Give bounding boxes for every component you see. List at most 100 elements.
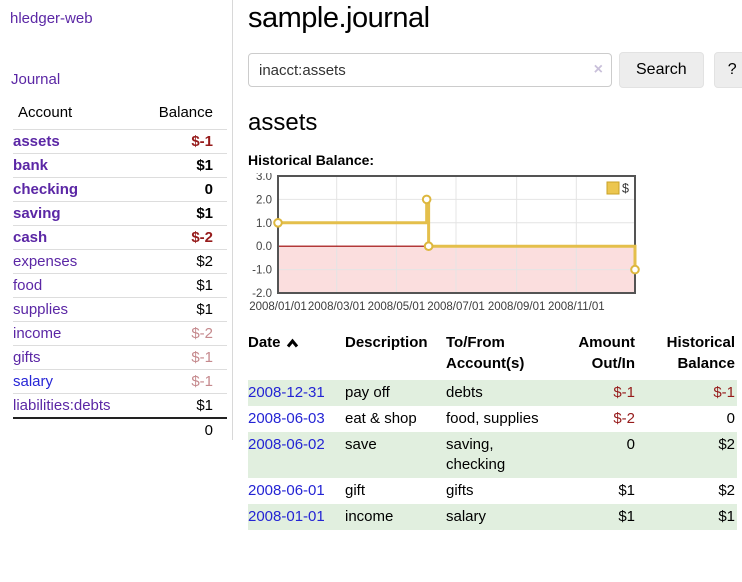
transaction-amount: $1 [618,482,635,499]
transaction-date-link[interactable]: 2008-06-03 [248,410,325,427]
svg-text:2008/07/01: 2008/07/01 [427,301,485,313]
register-row: 2008-12-31 pay off debts $-1 $-1 [248,380,737,406]
account-row: gifts $-1 [13,345,227,370]
account-row: assets $-1 [13,129,227,154]
account-row: income $-2 [13,321,227,346]
svg-text:0.0: 0.0 [256,241,272,253]
account-row: saving $1 [13,201,227,226]
search-field-wrap: × [248,53,612,87]
register-header-date[interactable]: Date [248,330,345,380]
transaction-date-link[interactable]: 2008-01-01 [248,508,325,525]
account-balance: $1 [135,273,227,298]
transaction-accounts: gifts [446,482,474,499]
transaction-description: save [345,436,377,453]
account-balance: 0 [135,177,227,202]
account-link[interactable]: cash [13,229,48,246]
account-row: cash $-2 [13,225,227,250]
account-link[interactable]: checking [13,181,79,198]
transaction-date-link[interactable]: 2008-06-02 [248,436,325,453]
transaction-date-link[interactable]: 2008-12-31 [248,384,325,401]
transaction-amount: $1 [618,508,635,525]
transaction-description: eat & shop [345,410,417,427]
chart-title: Historical Balance: [248,152,375,168]
account-row: expenses $2 [13,249,227,274]
svg-text:2008/01/01: 2008/01/01 [249,301,307,313]
account-link[interactable]: bank [13,157,49,174]
account-link[interactable]: assets [13,133,60,150]
sidebar-item-journal[interactable]: Journal [11,71,61,88]
account-balance: $-1 [135,369,227,394]
search-form: × Search ? [248,52,742,88]
accounts-total-row: 0 [13,417,227,442]
register-header-accounts: To/From Account(s) [446,334,525,372]
svg-text:$: $ [622,182,629,196]
sidebar: hledger-web Journal Account Balance asse… [0,0,233,442]
svg-text:2008/03/01: 2008/03/01 [308,301,366,313]
account-balance: $-2 [135,321,227,346]
account-heading: assets [248,109,318,136]
account-link[interactable]: food [13,277,43,294]
svg-text:3.0: 3.0 [256,173,272,183]
transaction-accounts: food, supplies [446,410,539,427]
clear-search-icon[interactable]: × [593,61,603,78]
help-button[interactable]: ? [713,52,742,88]
account-link[interactable]: income [13,325,62,342]
accounts-header-balance: Balance [158,104,213,121]
register-row: 2008-06-01 gift gifts $1 $2 [248,478,737,504]
account-balance: $2 [135,249,227,274]
transaction-amount: 0 [626,436,635,453]
accounts-header-account: Account [18,104,73,121]
transaction-accounts: debts [446,384,483,401]
svg-text:2.0: 2.0 [256,194,272,206]
account-link[interactable]: expenses [13,253,78,270]
page-title: sample.journal [248,2,430,34]
account-row: salary $-1 [13,369,227,394]
account-link[interactable]: gifts [13,349,41,366]
account-balance: $-1 [135,129,227,154]
svg-text:2008/05/01: 2008/05/01 [368,301,426,313]
svg-text:1.0: 1.0 [256,218,272,230]
register-header-row: Date Description To/From Account(s) Amou… [248,330,737,380]
register-header-date-label: Date [248,334,281,351]
svg-text:-2.0: -2.0 [252,288,272,300]
transaction-description: income [345,508,394,525]
account-row: bank $1 [13,153,227,178]
register-header-balance: Historical Balance [666,334,735,372]
transaction-balance: $2 [718,436,735,453]
transaction-balance: $2 [718,482,735,499]
transaction-accounts: saving, checking [446,436,506,473]
hledger-web-app: hledger-web Journal Account Balance asse… [0,0,742,530]
transaction-date-link[interactable]: 2008-06-01 [248,482,325,499]
register-row: 2008-06-03 eat & shop food, supplies $-2 0 [248,406,737,432]
svg-text:2008/09/01: 2008/09/01 [488,301,546,313]
svg-text:-1.0: -1.0 [252,265,272,277]
transaction-accounts: salary [446,508,487,525]
account-link[interactable]: salary [13,373,54,390]
accounts-total-value: 0 [135,417,227,442]
account-row: supplies $1 [13,297,227,322]
account-balance: $1 [135,393,227,418]
account-balance: $1 [135,297,227,322]
transaction-amount: $-2 [613,410,635,427]
register-header-description: Description [345,334,428,351]
transaction-amount: $-1 [613,384,635,401]
register-header-amount: Amount Out/In [578,334,635,372]
transaction-balance: 0 [726,410,735,427]
account-row: liabilities:debts $1 [13,393,227,418]
sort-asc-icon [286,338,298,348]
transaction-balance: $-1 [713,384,735,401]
account-link[interactable]: liabilities:debts [13,397,111,414]
account-link[interactable]: saving [13,205,61,222]
account-link[interactable]: supplies [13,301,69,318]
account-balance: $1 [135,153,227,178]
search-button[interactable]: Search [619,52,704,88]
account-balance: $-2 [135,225,227,250]
account-balance: $1 [135,201,227,226]
brand-link[interactable]: hledger-web [10,10,93,27]
search-input[interactable] [248,53,612,87]
account-balance: $-1 [135,345,227,370]
register-table: Date Description To/From Account(s) Amou… [248,330,737,530]
transaction-description: gift [345,482,366,499]
accounts-table: Account Balance assets $-1 bank $1 checking 0… [13,102,227,442]
